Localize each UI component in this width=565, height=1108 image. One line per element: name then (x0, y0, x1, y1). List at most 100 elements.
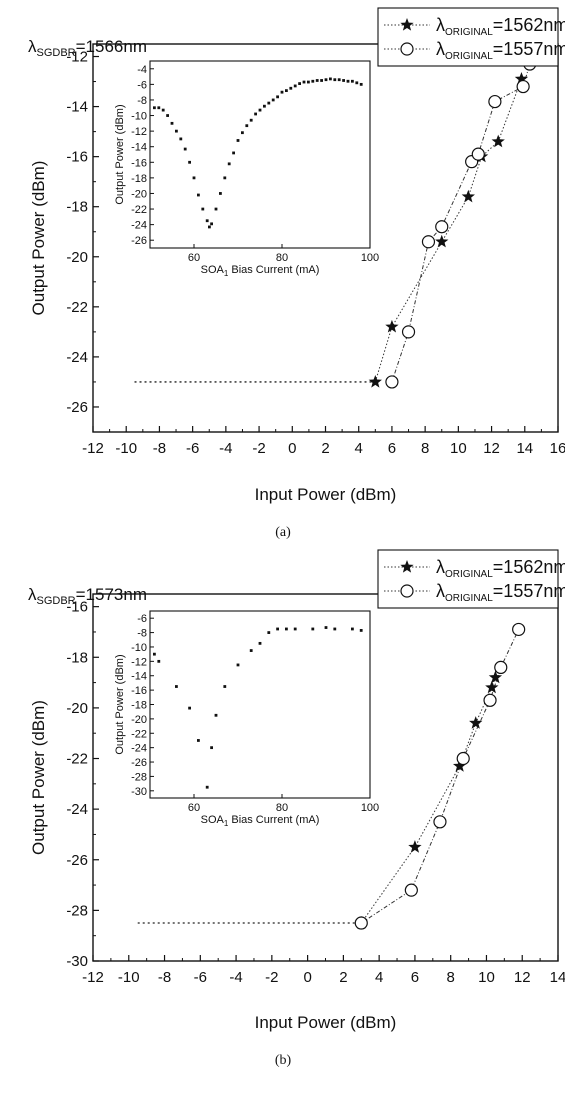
inset-point (175, 129, 178, 133)
circle-point (471, 147, 485, 161)
y-tick-label: -22 (66, 751, 88, 768)
inset-point (289, 86, 293, 90)
inset-point (153, 106, 156, 110)
legend-marker-circle (400, 42, 414, 56)
inset-frame (149, 610, 371, 799)
inset-x-label-sub: 1 (224, 819, 229, 828)
legend-box (377, 7, 559, 67)
series-line-0 (360, 677, 496, 924)
inset-point (208, 225, 211, 229)
inset-y-tick-label: -8 (137, 95, 147, 107)
inset-point (280, 90, 284, 94)
legend-entry-0: λORIGINAL=1562nm (436, 557, 565, 580)
inset-point (333, 627, 337, 631)
inset-point (157, 659, 161, 663)
x-tick-label: 0 (303, 969, 311, 986)
x-tick-label: -12 (82, 440, 104, 457)
inset-point (188, 706, 191, 710)
inset-point (188, 160, 191, 164)
inset-point (223, 685, 227, 688)
y-tick-label: -24 (66, 349, 88, 366)
legend-marker-star (400, 560, 414, 573)
circle-point (385, 375, 399, 389)
x-tick-label: 8 (447, 969, 455, 986)
circle-point (435, 220, 449, 234)
star-point (485, 680, 499, 694)
inset-y-tick-label: -26 (131, 757, 147, 769)
inset-point (285, 627, 288, 631)
y-tick-label: -16 (66, 599, 88, 616)
inset-point (249, 649, 253, 652)
star-point (461, 189, 475, 203)
inset-point (192, 176, 196, 180)
inset-point (359, 82, 363, 86)
legend-marker-circle (400, 584, 414, 598)
inset-y-tick-label: -24 (131, 743, 147, 755)
inset-y-tick-label: -8 (137, 628, 147, 640)
inset-point (333, 78, 337, 82)
x-tick-label: -4 (219, 440, 232, 457)
legend-entry-0: λORIGINAL=1562nm (436, 15, 565, 38)
x-tick-label: -2 (265, 969, 278, 986)
x-axis-label: Input Power (dBm) (255, 1013, 397, 1032)
x-tick-label: -10 (115, 440, 137, 457)
x-tick-label: 2 (339, 969, 347, 986)
star-point (408, 840, 422, 853)
inset-point (254, 112, 257, 116)
legend-entry-0-sub: ORIGINAL (445, 27, 493, 38)
inset-point (355, 81, 359, 85)
inset-y-tick-label: -28 (131, 771, 147, 783)
y-tick-label: -20 (66, 249, 88, 266)
inset-y-tick-label: -10 (131, 642, 147, 654)
inset-point (227, 162, 231, 166)
inset-point (219, 192, 222, 195)
circle-point (421, 235, 436, 249)
sgdbr-annotation-rest: =1573nm (76, 585, 147, 604)
inset-x-label-rest: Bias Current (mA) (228, 814, 319, 826)
inset-x-axis-label: SOA1 Bias Current (mA) (201, 814, 320, 828)
y-tick-label: -30 (66, 953, 88, 970)
legend-entry-1-prefix: λ (436, 39, 445, 59)
inset-y-axis-label: Output Power (dBm) (114, 104, 126, 204)
inset-point (337, 78, 341, 82)
inset-point (214, 713, 218, 717)
inset-point (359, 629, 363, 632)
inset-x-tick-label: 80 (276, 252, 288, 264)
legend-entry-1-sub: ORIGINAL (445, 51, 493, 62)
inset-point (346, 79, 350, 83)
inset-y-tick-label: -24 (131, 220, 147, 232)
x-tick-label: 12 (514, 969, 531, 986)
inset-point (271, 98, 275, 102)
inset-point (170, 121, 174, 125)
x-tick-label: -10 (118, 969, 140, 986)
data-area (137, 622, 526, 930)
x-tick-label: -12 (82, 969, 104, 986)
inset-point (232, 151, 235, 155)
inset-x-tick-label: 60 (188, 802, 200, 814)
x-tick-label: 4 (355, 440, 363, 457)
inset-point (258, 641, 262, 645)
inset-point (285, 89, 288, 93)
panel-caption: (b) (275, 1053, 292, 1068)
inset-y-tick-label: -20 (131, 714, 147, 726)
legend-entry-1-rest: =1557nm (493, 39, 565, 59)
inset-point (276, 95, 279, 99)
legend-entry-0-prefix: λ (436, 15, 445, 35)
inset-point (157, 106, 161, 110)
inset-x-tick-label: 100 (361, 802, 379, 814)
legend-entry-1: λORIGINAL=1557nm (436, 39, 565, 62)
sgdbr-annotation: λSGDBR=1566nm (28, 37, 147, 59)
inset-y-tick-label: -4 (137, 64, 147, 76)
legend-box (377, 549, 559, 609)
inset-point (298, 82, 301, 85)
x-tick-label: -8 (153, 440, 166, 457)
x-tick-label: 14 (550, 969, 565, 986)
inset-point (258, 108, 262, 112)
inset-y-tick-label: -12 (131, 656, 147, 668)
chart-panel-b: -12 -10 -8 -6 -4 -2 0 2 4 6 8 10 12 14-30-28-26-24-22… (28, 549, 565, 1068)
star-point (488, 670, 503, 684)
star-point (514, 72, 529, 85)
inset-point (214, 207, 218, 211)
y-tick-label: -26 (66, 399, 88, 416)
y-tick-label: -16 (66, 149, 88, 166)
